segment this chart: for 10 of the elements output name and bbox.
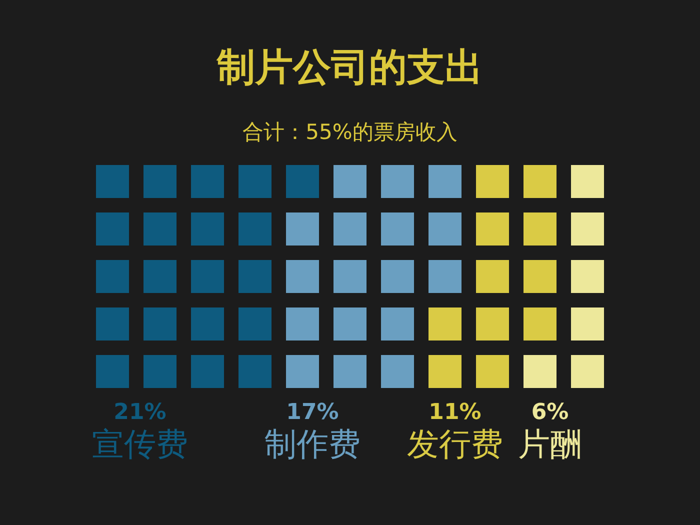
category-label: 宣传费 bbox=[92, 425, 188, 463]
category-label: 发行费 bbox=[407, 425, 503, 463]
category-label: 片酬 bbox=[518, 425, 582, 463]
data-label: 11% bbox=[428, 400, 482, 425]
text: 合计：55%的票房收入 bbox=[242, 119, 458, 146]
category-label: 制作费 bbox=[264, 425, 360, 463]
data-label: 21% bbox=[112, 400, 168, 425]
text: 制片公司的支出 bbox=[215, 44, 484, 91]
data-label: 6% bbox=[530, 400, 570, 425]
data-label: 17% bbox=[285, 400, 340, 425]
